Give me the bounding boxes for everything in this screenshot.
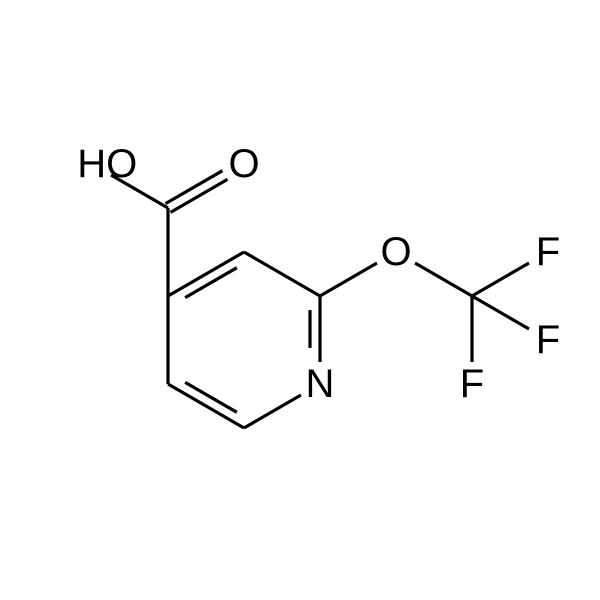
atom-F_top: F bbox=[536, 230, 560, 274]
atom-N_ring_br: N bbox=[306, 362, 335, 406]
molecule-diagram: NOHOOFFF bbox=[0, 0, 600, 600]
atom-O_oh: HO bbox=[77, 142, 137, 186]
atom-O_ether: O bbox=[380, 230, 411, 274]
atom-F_bottom: F bbox=[460, 362, 484, 406]
atom-O_dbl: O bbox=[228, 142, 259, 186]
atom-F_right: F bbox=[536, 318, 560, 362]
